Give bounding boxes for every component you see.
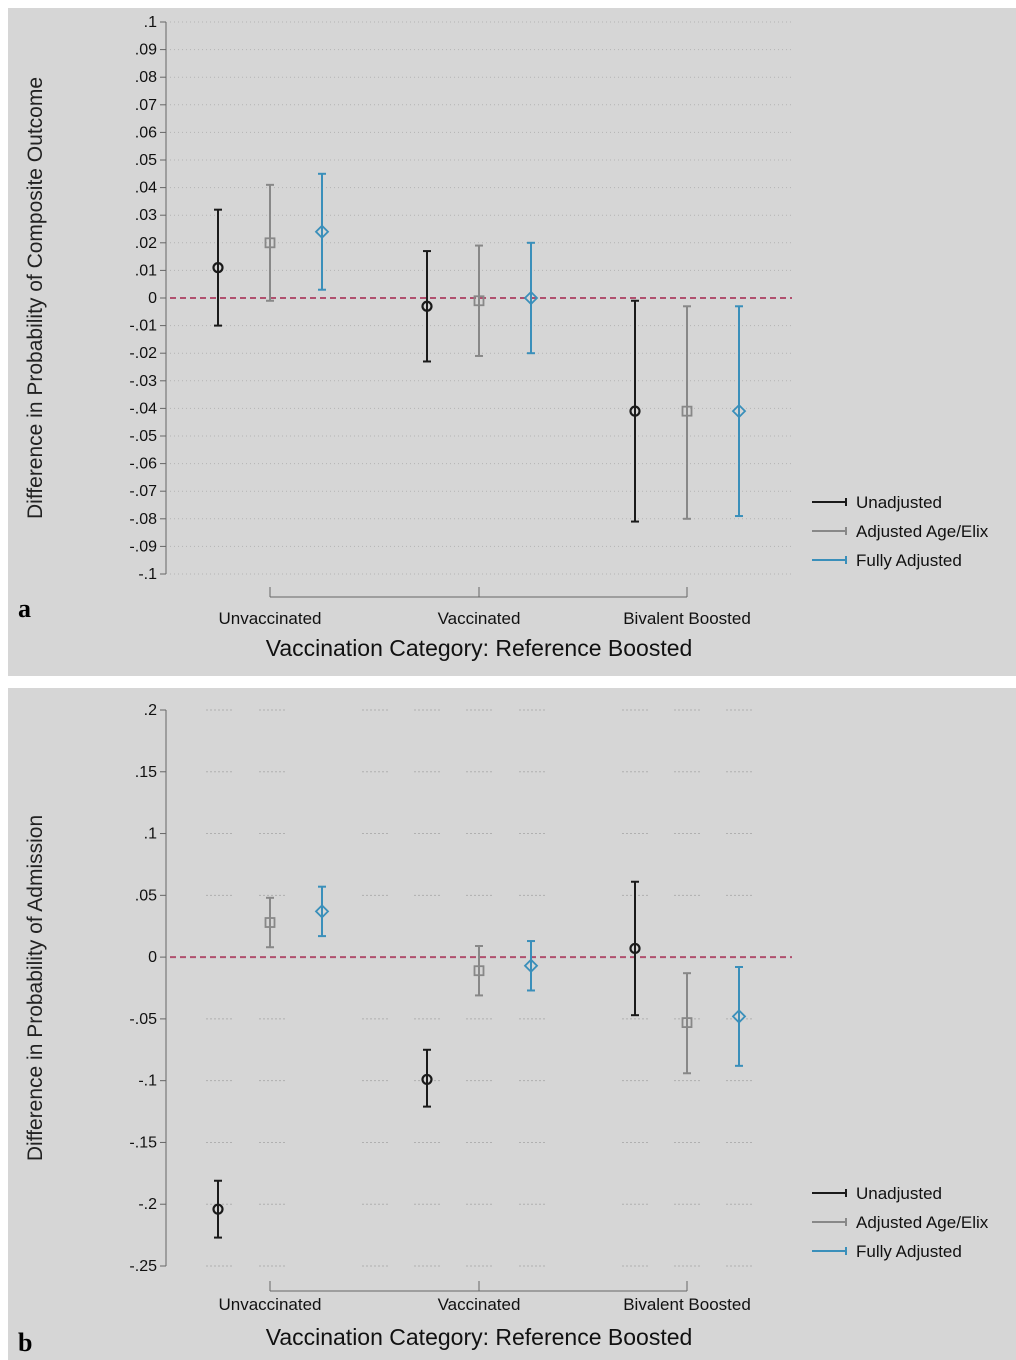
chart-panel-a: .1 .09 .08 .07 .06 .05 .04 .03 .02 .01 0 -.01 -.02 -.… xyxy=(8,8,1016,676)
legend-label: Unadjusted xyxy=(856,493,942,512)
y-tick-label: .05 xyxy=(135,887,157,904)
point-marker-diamond xyxy=(523,958,539,974)
point-marker-square xyxy=(473,965,485,977)
x-tick-label: Vaccinated xyxy=(438,1295,521,1314)
y-tick-label: .1 xyxy=(144,826,157,843)
point-marker-circle xyxy=(421,1073,433,1086)
chart-b: .2 .15 .1 .05 0 -.05 -.1 -.15 -.2 -.25 Unvaccinate… xyxy=(24,702,989,1350)
legend-label: Adjusted Age/Elix xyxy=(856,522,989,541)
y-tick-label: -.08 xyxy=(129,511,157,528)
series-fully-adjusted xyxy=(314,172,747,518)
series-unadjusted xyxy=(212,880,641,1239)
y-tick-label: -.09 xyxy=(129,538,157,555)
panel-letter-b: b xyxy=(18,1328,33,1357)
y-tick-label: -.04 xyxy=(129,400,157,417)
point-marker-circle xyxy=(421,300,433,312)
y-tick-label: .15 xyxy=(135,764,157,781)
point-marker-diamond xyxy=(731,403,747,419)
y-tick-label: .2 xyxy=(144,702,157,719)
y-axis-label: Difference in Probability of Composite O… xyxy=(24,77,47,519)
point-marker-square xyxy=(473,295,485,307)
legend-item: Unadjusted xyxy=(812,1184,942,1203)
point-marker-circle xyxy=(629,405,641,417)
y-tick-label: .01 xyxy=(135,262,157,279)
y-tick-label: 0 xyxy=(148,949,157,966)
y-tick-label: .07 xyxy=(135,97,157,114)
y-tick-label: -.01 xyxy=(129,318,157,335)
y-tick-label: .08 xyxy=(135,69,157,86)
y-axis-label: Difference in Probability of Admission xyxy=(24,815,47,1161)
legend-item: Adjusted Age/Elix xyxy=(812,522,989,541)
y-tick-label: -.1 xyxy=(138,1073,157,1090)
series-fully-adjusted xyxy=(314,885,747,1067)
y-tick-label: .02 xyxy=(135,235,157,252)
series-unadjusted xyxy=(212,208,641,523)
series-adjusted-age-elix xyxy=(264,183,693,520)
point-marker-diamond xyxy=(314,904,330,919)
x-tick-label: Bivalent Boosted xyxy=(623,609,751,628)
legend-label: Unadjusted xyxy=(856,1184,942,1203)
legend-label: Fully Adjusted xyxy=(856,1242,962,1261)
y-tick-label: -.06 xyxy=(129,456,157,473)
y-tick-label: -.07 xyxy=(129,483,157,500)
y-tick-label: -.02 xyxy=(129,345,157,362)
legend-item: Fully Adjusted xyxy=(812,1242,962,1261)
point-marker-square xyxy=(264,237,276,249)
point-marker-square xyxy=(264,917,276,928)
y-tick-label: -.1 xyxy=(138,566,157,583)
y-tick-label: -.03 xyxy=(129,373,157,390)
point-marker-diamond xyxy=(731,1009,747,1024)
y-tick-label: -.2 xyxy=(138,1196,157,1213)
point-marker-diamond xyxy=(314,224,330,240)
x-tick-label: Vaccinated xyxy=(438,609,521,628)
y-tick-label: .04 xyxy=(135,180,157,197)
point-marker-diamond xyxy=(523,290,539,306)
x-tick-label: Unvaccinated xyxy=(218,609,321,628)
x-axis-label: Vaccination Category: Reference Boosted xyxy=(266,635,693,661)
y-tick-label: -.05 xyxy=(129,428,157,445)
x-tick-label: Bivalent Boosted xyxy=(623,1295,751,1314)
legend-label: Fully Adjusted xyxy=(856,551,962,570)
point-marker-square xyxy=(681,1017,693,1028)
point-marker-square xyxy=(681,405,693,417)
legend-label: Adjusted Age/Elix xyxy=(856,1213,989,1232)
point-marker-circle xyxy=(212,262,224,274)
x-tick-label: Unvaccinated xyxy=(218,1295,321,1314)
y-tick-label: .03 xyxy=(135,207,157,224)
series-adjusted-age-elix xyxy=(264,896,693,1075)
y-tick-label: -.25 xyxy=(129,1258,157,1275)
x-axis-label: Vaccination Category: Reference Boosted xyxy=(266,1324,693,1350)
legend-item: Fully Adjusted xyxy=(812,551,962,570)
legend-item: Unadjusted xyxy=(812,493,942,512)
y-tick-label: -.05 xyxy=(129,1011,157,1028)
chart-panel-b: .2 .15 .1 .05 0 -.05 -.1 -.15 -.2 -.25 Unvaccinate… xyxy=(8,688,1016,1360)
legend-item: Adjusted Age/Elix xyxy=(812,1213,989,1232)
y-tick-label: .1 xyxy=(144,14,157,31)
panel-letter-a: a xyxy=(18,594,31,623)
chart-a: .1 .09 .08 .07 .06 .05 .04 .03 .02 .01 0 -.01 -.02 -.… xyxy=(24,14,989,661)
y-tick-label: 0 xyxy=(148,290,157,307)
point-marker-circle xyxy=(629,942,641,955)
y-tick-label: .05 xyxy=(135,152,157,169)
y-tick-label: .09 xyxy=(135,42,157,59)
y-tick-label: -.15 xyxy=(129,1134,157,1151)
y-tick-label: .06 xyxy=(135,124,157,141)
point-marker-circle xyxy=(212,1203,224,1215)
